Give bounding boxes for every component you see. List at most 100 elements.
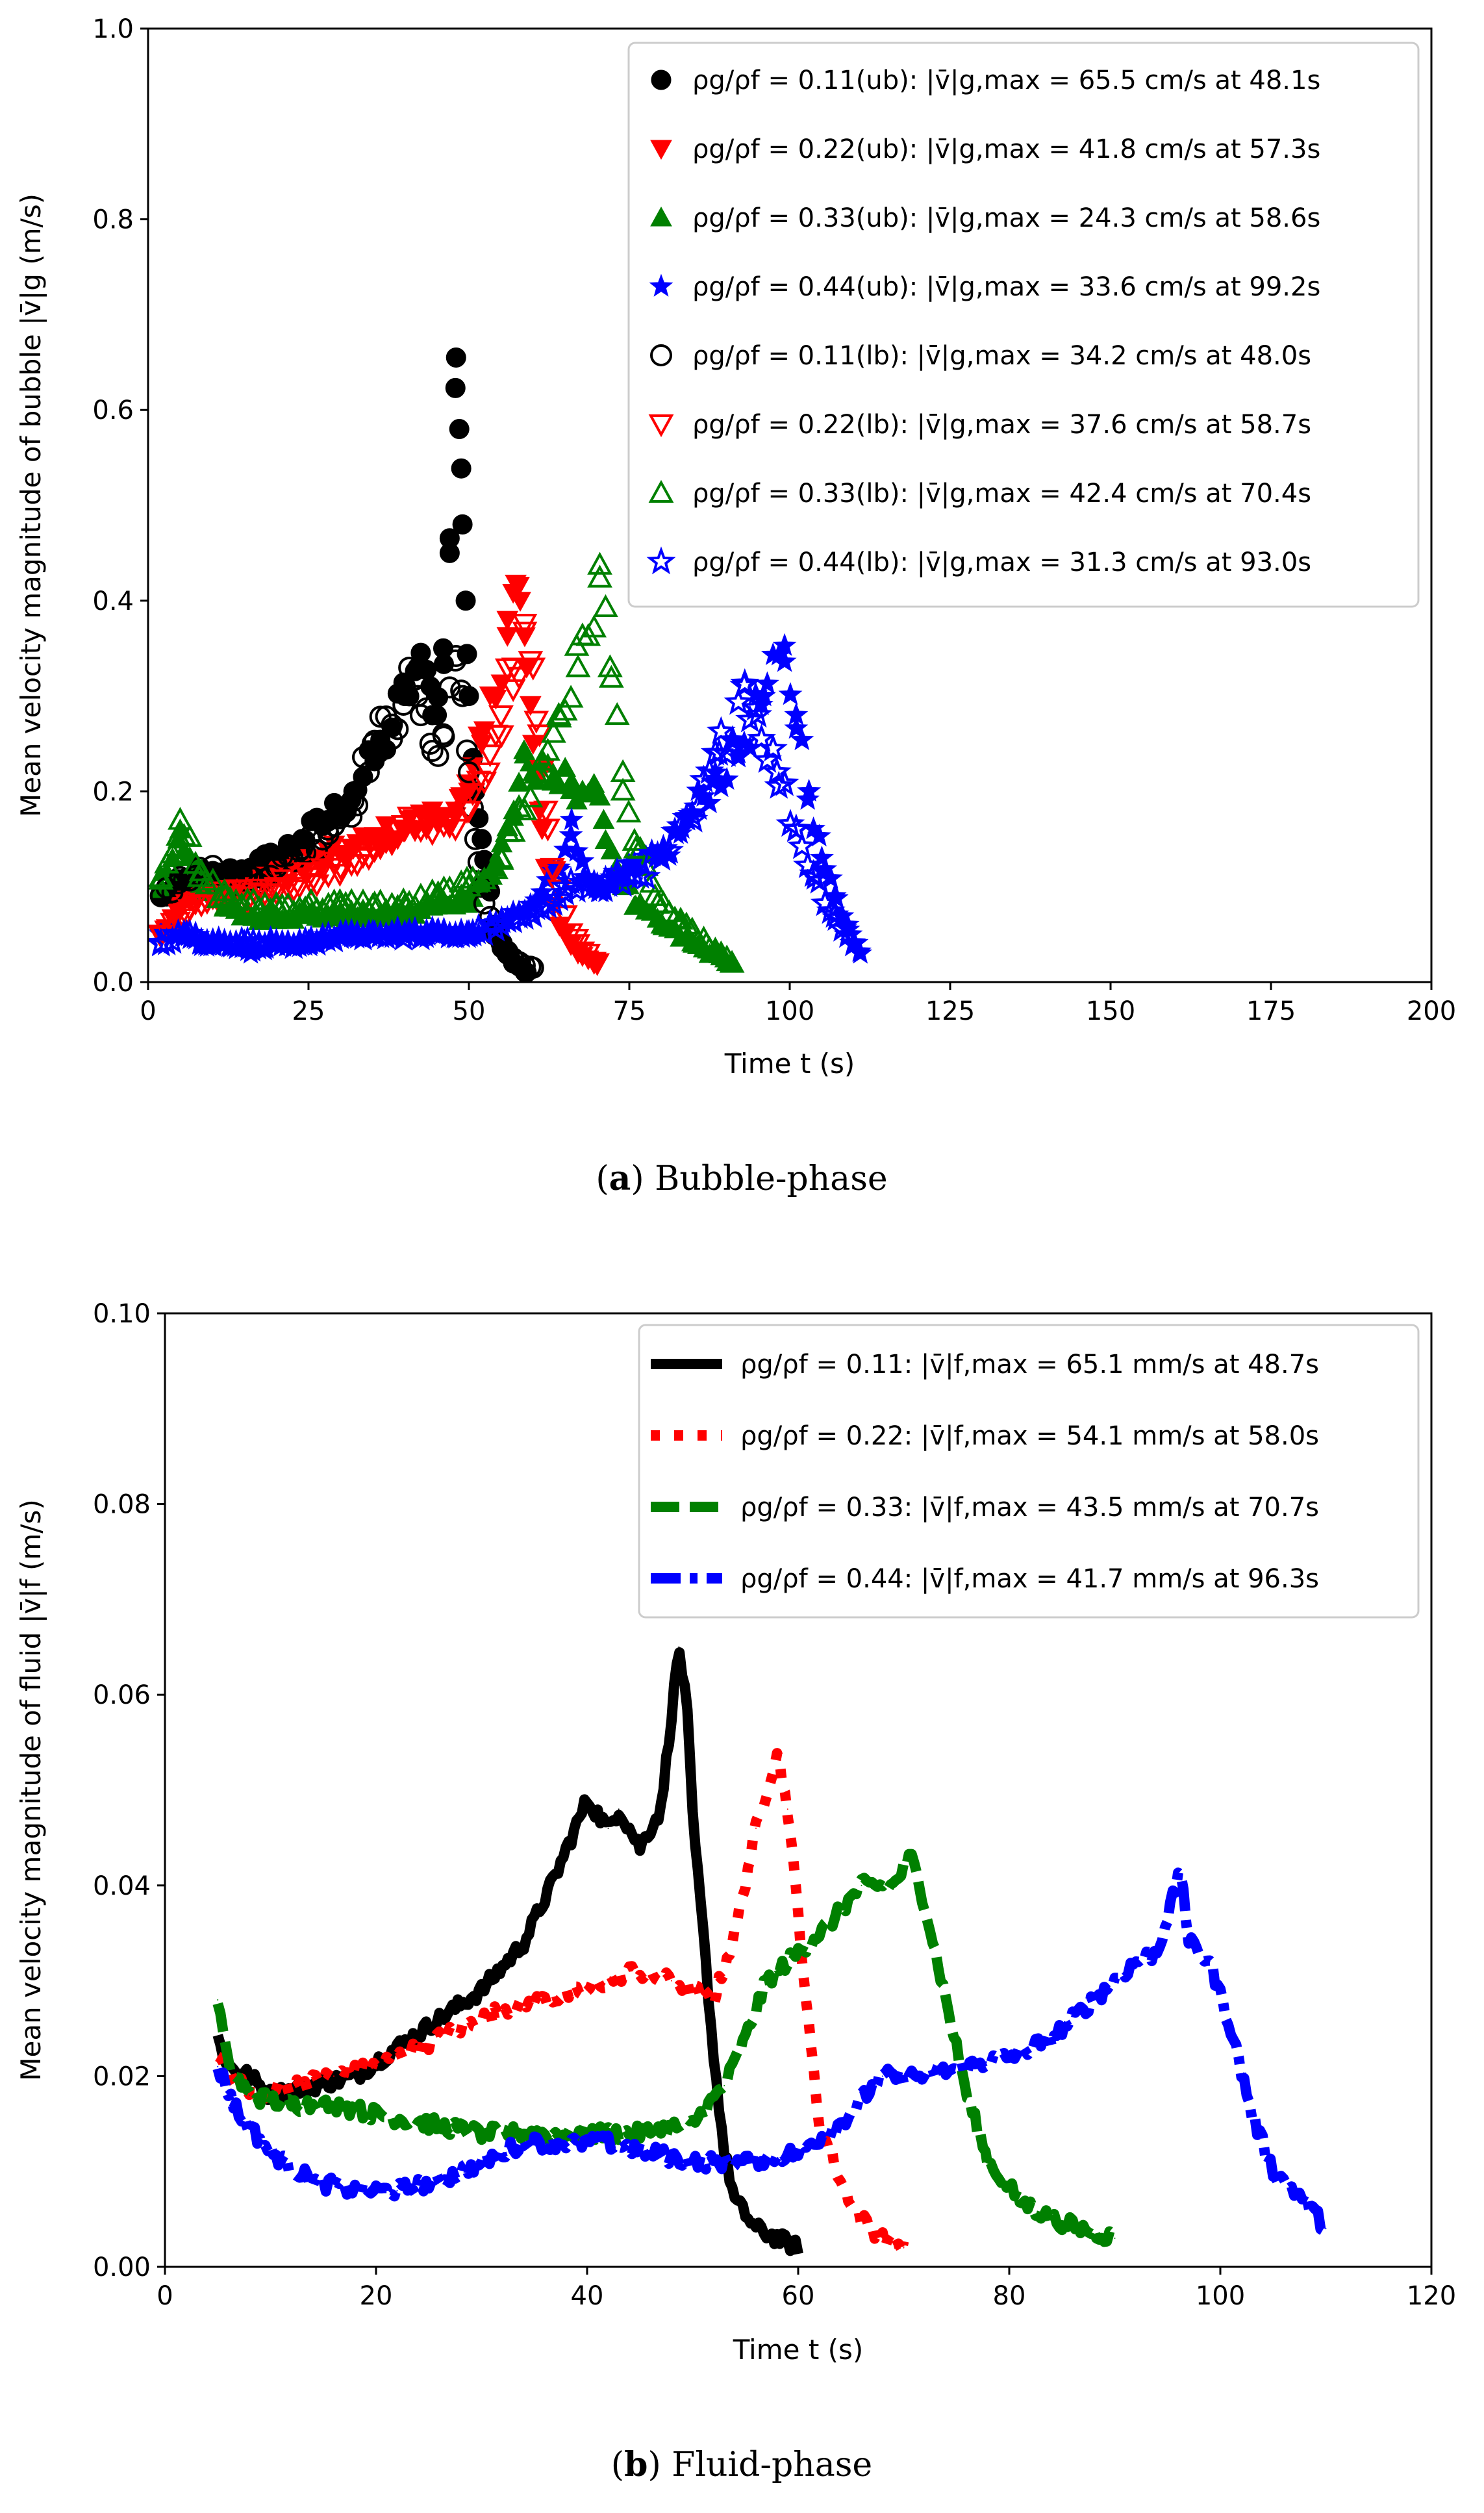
data-point [559,822,583,846]
data-point [218,885,243,909]
data-point [460,865,486,889]
panel-b-caption: (b) Fluid-phase [611,2445,872,2484]
data-point [464,827,486,850]
legend-marker [650,140,672,160]
data-point [238,2114,240,2115]
data-point [333,2104,334,2106]
data-point [702,1932,704,1934]
data-point [460,783,486,807]
data-point [489,725,514,748]
data-point [477,861,503,885]
x-tick-label: 200 [1407,996,1456,1026]
data-point [833,920,863,948]
data-point [910,1856,912,1858]
data-point [448,789,474,812]
data-point [562,874,592,903]
data-point [604,701,630,726]
x-tick-label: 40 [571,2281,604,2311]
data-point [481,913,510,942]
data-point [671,1980,672,1982]
data-point [1051,2037,1052,2039]
data-point [311,828,334,851]
data-point [1082,2228,1084,2230]
data-point [249,2094,250,2096]
data-point [439,528,460,549]
data-point [786,1808,788,1810]
data-point [692,2123,694,2125]
data-point [839,928,869,957]
data-point [639,2132,641,2134]
data-point [523,711,549,734]
data-point [281,879,307,903]
data-point [781,813,811,842]
legend-marker [648,414,674,438]
data-point [362,840,388,863]
data-point [738,735,762,759]
data-point [489,846,514,870]
data-point [1180,1868,1182,1870]
data-point [660,1808,662,1810]
data-point [392,693,415,716]
data-point [456,739,479,762]
data-point [840,2180,841,2182]
data-point [600,839,623,860]
data-point [1325,2228,1327,2230]
data-point [627,835,653,859]
data-point [452,514,473,535]
data-point [188,858,214,881]
data-point [446,347,466,368]
data-point [351,746,374,768]
data-point [473,892,496,915]
data-point [270,2151,271,2153]
data-point [734,1932,736,1934]
data-point [442,885,468,909]
series-b-3 [212,1867,1329,2236]
data-point [304,874,330,898]
data-point [533,800,559,824]
x-tick-label: 175 [1246,996,1296,1026]
data-point [1188,1941,1190,1943]
legend-marker [650,206,672,227]
data-point [291,2085,292,2087]
data-point [714,766,739,790]
data-point [310,858,336,881]
panel-a-legend: ρg/ρf = 0.11(ub): |v̄|g,max = 65.5 cm/s … [627,42,1420,608]
y-tick-label: 0.04 [93,1871,151,1901]
data-point [354,2190,356,2191]
data-point [298,873,324,896]
data-point [396,2190,398,2191]
data-point [217,2056,219,2058]
data-point [966,2065,968,2067]
data-point [654,835,684,864]
data-point [340,805,363,828]
data-point [808,2028,810,2029]
data-point [442,818,468,842]
data-point [292,862,318,885]
data-point [390,887,416,911]
data-point [631,861,661,890]
x-tick-label: 80 [993,2281,1026,2311]
panel-b: 0 20 40 60 80 100 1200.000.020.040.060.080.10 … [15,1299,1456,2484]
data-point [1051,2218,1052,2220]
data-point [553,837,577,861]
data-point [723,687,753,715]
data-point [396,806,422,829]
legend-marker [650,344,672,366]
data-point [200,867,226,891]
data-point [945,1999,947,2001]
data-point [477,744,503,768]
data-point [1135,1961,1137,1963]
data-point [299,824,322,846]
data-point [275,878,301,901]
data-point [502,947,525,970]
data-point [496,627,519,647]
data-point [460,2028,461,2029]
data-point [679,916,705,940]
data-point [512,797,538,820]
data-point [217,2065,219,2067]
data-point [787,831,817,859]
data-point [592,809,615,829]
x-tick-label: 75 [613,996,646,1026]
legend-label: ρg/ρf = 0.33(ub): |v̄|g,max = 24.3 cm/s … [692,203,1320,233]
legend-label: ρg/ρf = 0.33(lb): |v̄|g,max = 42.4 cm/s … [692,479,1311,509]
